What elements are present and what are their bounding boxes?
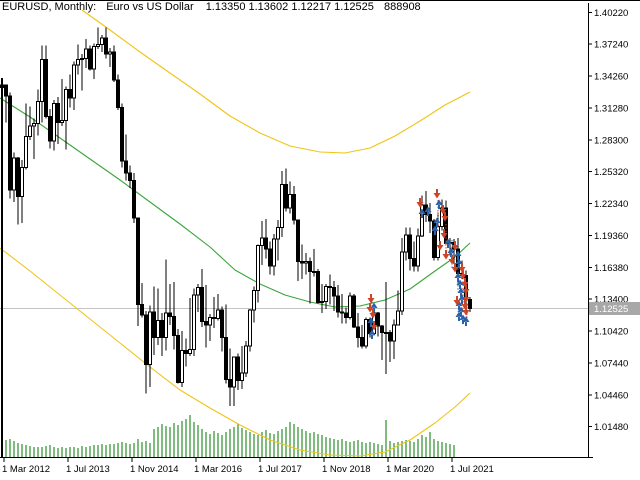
svg-text:1.01480: 1.01480 <box>594 422 628 433</box>
svg-text:1 Mar 2020: 1 Mar 2020 <box>386 464 434 475</box>
svg-text:1.13400: 1.13400 <box>594 295 628 306</box>
svg-text:1.22340: 1.22340 <box>594 199 628 210</box>
svg-text:1.31280: 1.31280 <box>594 103 628 114</box>
svg-text:1 Mar 2012: 1 Mar 2012 <box>2 464 50 475</box>
ohlc-readout: 1.13350 1.13602 1.12217 1.12525 <box>205 1 374 13</box>
svg-text:1.40220: 1.40220 <box>594 8 628 19</box>
svg-text:1.37240: 1.37240 <box>594 40 628 51</box>
time-scale[interactable]: 1 Mar 2012 1 Jul 2013 1 Nov 2014 1 Mar 2016… <box>2 458 494 475</box>
price-scale[interactable]: 1.40220 1.37240 1.34260 1.31280 1.28300 1.253… <box>588 8 628 433</box>
symbol-description: Euro vs US Dollar <box>106 1 194 13</box>
current-price-tag: 1.12525 <box>589 302 640 315</box>
trade-arrows <box>366 189 470 339</box>
tick-volume-readout: 888908 <box>383 1 421 13</box>
svg-text:1.25320: 1.25320 <box>594 167 628 178</box>
svg-text:1 Mar 2016: 1 Mar 2016 <box>194 464 242 475</box>
candlestick-series <box>0 27 472 407</box>
svg-text:1.19360: 1.19360 <box>594 231 628 242</box>
svg-text:1 Jul 2013: 1 Jul 2013 <box>66 464 110 475</box>
window-frame <box>0 0 640 458</box>
svg-text:1 Jul 2021: 1 Jul 2021 <box>450 464 494 475</box>
svg-text:1.07440: 1.07440 <box>594 358 628 369</box>
symbol-period-label: EURUSD, Monthly: <box>2 1 97 13</box>
chart-title: EURUSD, Monthly: Euro vs US Dollar 1.133… <box>2 1 421 13</box>
volume-bars <box>1 415 455 457</box>
vertical-line-object <box>1 78 3 457</box>
svg-text:1 Nov 2014: 1 Nov 2014 <box>130 464 179 475</box>
svg-text:1.34260: 1.34260 <box>594 72 628 83</box>
svg-text:1.10420: 1.10420 <box>594 327 628 338</box>
svg-text:1.04460: 1.04460 <box>594 390 628 401</box>
svg-text:1.16380: 1.16380 <box>594 263 628 274</box>
svg-text:1.12525: 1.12525 <box>594 304 628 315</box>
svg-text:1 Jul 2017: 1 Jul 2017 <box>258 464 302 475</box>
svg-text:1 Nov 2018: 1 Nov 2018 <box>322 464 371 475</box>
svg-text:1.28300: 1.28300 <box>594 135 628 146</box>
